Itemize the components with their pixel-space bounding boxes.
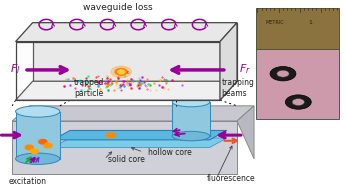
Ellipse shape [16, 153, 60, 164]
Polygon shape [53, 138, 227, 147]
Text: trapped
particle: trapped particle [74, 78, 104, 98]
Ellipse shape [16, 106, 60, 117]
Polygon shape [53, 130, 227, 140]
Polygon shape [12, 106, 254, 121]
Text: hollow core: hollow core [148, 148, 192, 157]
Ellipse shape [172, 131, 210, 141]
Circle shape [115, 68, 127, 75]
Circle shape [107, 133, 115, 138]
Text: $F_l$: $F_l$ [10, 62, 21, 76]
Circle shape [285, 95, 311, 109]
Circle shape [292, 99, 304, 105]
Text: METRIC: METRIC [266, 20, 284, 25]
Circle shape [30, 149, 38, 153]
Text: solid core: solid core [108, 155, 144, 164]
Ellipse shape [172, 97, 210, 107]
Circle shape [118, 70, 125, 74]
Polygon shape [16, 23, 237, 42]
Polygon shape [172, 102, 210, 136]
Polygon shape [16, 112, 60, 159]
Text: $F_r$: $F_r$ [239, 62, 251, 76]
Polygon shape [16, 42, 220, 100]
Circle shape [25, 145, 33, 150]
Text: excitation: excitation [9, 177, 47, 186]
Text: trapping
beams: trapping beams [222, 78, 255, 98]
Text: waveguide loss: waveguide loss [83, 3, 153, 12]
Circle shape [44, 143, 52, 148]
Circle shape [270, 67, 296, 81]
Bar [256, 47, 339, 119]
Polygon shape [33, 23, 237, 81]
Polygon shape [16, 81, 237, 100]
Text: $_0$: $_0$ [126, 70, 130, 77]
Polygon shape [12, 121, 237, 174]
Text: fluorescence: fluorescence [206, 174, 255, 183]
Circle shape [277, 70, 289, 77]
Bar [256, 8, 339, 49]
Circle shape [111, 66, 131, 77]
Polygon shape [220, 23, 237, 100]
Polygon shape [237, 106, 254, 159]
Text: 1: 1 [308, 20, 312, 25]
Circle shape [39, 139, 47, 144]
